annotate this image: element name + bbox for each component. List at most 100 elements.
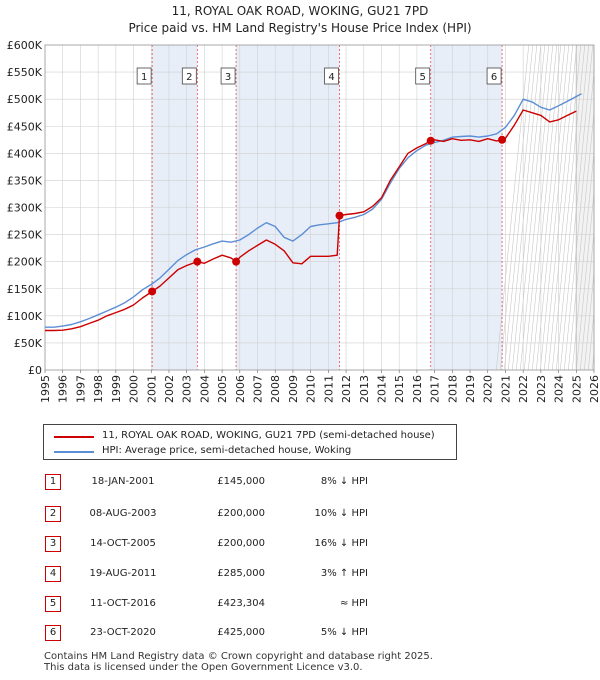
sale-point bbox=[148, 287, 157, 296]
price-chart: 11, ROYAL OAK ROAD, WOKING, GU21 7PD Pri… bbox=[7, 4, 600, 403]
sale-marker-box bbox=[220, 67, 236, 85]
x-tick-label: 2010 bbox=[305, 375, 318, 403]
table-row: 2 08-AUG-2003 £200,000 10% ↓ HPI bbox=[45, 506, 385, 524]
y-tick-label: £150K bbox=[7, 283, 43, 296]
footer-attribution: Contains HM Land Registry data © Crown c… bbox=[44, 651, 433, 673]
x-tick-label: 2000 bbox=[128, 375, 141, 403]
footer-line-2: This data is licensed under the Open Gov… bbox=[44, 662, 363, 673]
y-tick-label: £550K bbox=[7, 66, 43, 79]
sale-price: £423,304 bbox=[217, 598, 265, 609]
y-tick-label: £0 bbox=[28, 364, 42, 377]
sale-date: 11-OCT-2016 bbox=[90, 598, 156, 609]
series-line-hpi bbox=[45, 93, 582, 328]
legend-label-property: 11, ROYAL OAK ROAD, WOKING, GU21 7PD (se… bbox=[102, 430, 435, 441]
sale-hpi-comparison: 16% ↓ HPI bbox=[314, 538, 368, 549]
sale-marker-box bbox=[486, 67, 502, 85]
sale-price: £200,000 bbox=[217, 508, 265, 519]
sale-point bbox=[335, 211, 344, 220]
x-tick-label: 2001 bbox=[145, 375, 158, 403]
table-row: 3 14-OCT-2005 £200,000 16% ↓ HPI bbox=[45, 536, 385, 554]
x-tick-label: 2005 bbox=[216, 375, 229, 403]
x-tick-label: 1995 bbox=[39, 375, 52, 403]
sale-number-badge: 6 bbox=[45, 625, 61, 641]
sale-price: £145,000 bbox=[217, 476, 265, 487]
x-tick-label: 2013 bbox=[358, 375, 371, 403]
sale-date: 23-OCT-2020 bbox=[90, 627, 156, 638]
sale-marker-box bbox=[324, 67, 339, 85]
x-tick-label: 2020 bbox=[482, 375, 495, 403]
x-tick-label: 2004 bbox=[198, 375, 211, 403]
legend-line-property-icon bbox=[54, 436, 94, 438]
x-tick-label: 2014 bbox=[375, 375, 388, 403]
chart-legend: 11, ROYAL OAK ROAD, WOKING, GU21 7PD (se… bbox=[43, 424, 457, 460]
sale-price: £200,000 bbox=[217, 538, 265, 549]
table-row: 1 18-JAN-2001 £145,000 8% ↓ HPI bbox=[45, 474, 385, 492]
sale-marker-box bbox=[181, 67, 197, 85]
sale-date: 14-OCT-2005 bbox=[90, 538, 156, 549]
x-tick-label: 2002 bbox=[163, 375, 176, 403]
plot-right-mask bbox=[594, 40, 600, 375]
sale-price: £285,000 bbox=[217, 568, 265, 579]
sale-number-badge: 4 bbox=[45, 566, 61, 582]
legend-line-hpi-icon bbox=[54, 451, 94, 453]
sale-hpi-comparison: 3% ↑ HPI bbox=[320, 568, 368, 579]
y-tick-label: £100K bbox=[7, 310, 43, 323]
footer-line-1: Contains HM Land Registry data © Crown c… bbox=[44, 651, 433, 662]
y-tick-label: £250K bbox=[7, 229, 43, 242]
sale-marker-box bbox=[415, 67, 431, 85]
x-tick-label: 2021 bbox=[499, 375, 512, 403]
x-tick-label: 2025 bbox=[570, 375, 583, 403]
series-line-property bbox=[45, 109, 577, 332]
sale-date: 19-AUG-2011 bbox=[89, 568, 157, 579]
sale-hpi-comparison: ≈ HPI bbox=[339, 598, 368, 609]
table-row: 4 19-AUG-2011 £285,000 3% ↑ HPI bbox=[45, 566, 385, 584]
chart-subtitle: Price paid vs. HM Land Registry's House … bbox=[128, 21, 471, 35]
sale-marker-label: 4 bbox=[328, 72, 334, 83]
sale-hpi-comparison: 10% ↓ HPI bbox=[314, 508, 368, 519]
x-tick-label: 2018 bbox=[446, 375, 459, 403]
plot-frame bbox=[44, 44, 595, 371]
x-tick-label: 2019 bbox=[464, 375, 477, 403]
x-tick-label: 2024 bbox=[553, 375, 566, 403]
sale-hpi-comparison: 5% ↓ HPI bbox=[320, 627, 368, 638]
x-tick-label: 2026 bbox=[588, 375, 600, 403]
x-tick-label: 2023 bbox=[535, 375, 548, 403]
x-tick-label: 2011 bbox=[322, 375, 335, 403]
y-tick-label: £200K bbox=[7, 256, 43, 269]
sale-number-badge: 2 bbox=[45, 506, 61, 522]
sale-point bbox=[498, 135, 507, 144]
y-tick-label: £500K bbox=[7, 93, 43, 106]
y-tick-label: £300K bbox=[7, 202, 43, 215]
sale-marker-label: 2 bbox=[186, 72, 192, 83]
y-tick-label: £400K bbox=[7, 147, 43, 160]
x-tick-label: 1996 bbox=[57, 375, 70, 403]
sale-marker-label: 3 bbox=[225, 72, 231, 83]
sale-price: £425,000 bbox=[217, 627, 265, 638]
sale-number-badge: 5 bbox=[45, 596, 61, 612]
x-tick-label: 1998 bbox=[92, 375, 105, 403]
y-tick-label: £50K bbox=[14, 337, 43, 350]
sale-marker-label: 6 bbox=[491, 72, 497, 83]
sale-marker-box bbox=[136, 67, 152, 85]
x-tick-label: 2012 bbox=[340, 375, 353, 403]
x-tick-label: 2022 bbox=[517, 375, 530, 403]
sale-number-badge: 1 bbox=[45, 474, 61, 490]
x-tick-label: 2009 bbox=[287, 375, 300, 403]
sale-point bbox=[232, 257, 241, 266]
sale-date: 08-AUG-2003 bbox=[89, 508, 157, 519]
table-row: 6 23-OCT-2020 £425,000 5% ↓ HPI bbox=[45, 625, 385, 643]
y-tick-label: £600K bbox=[7, 39, 43, 52]
sale-hpi-comparison: 8% ↓ HPI bbox=[320, 476, 368, 487]
sale-point bbox=[193, 257, 202, 266]
y-tick-label: £450K bbox=[7, 120, 43, 133]
x-tick-label: 2007 bbox=[252, 375, 265, 403]
x-tick-label: 2003 bbox=[181, 375, 194, 403]
sale-date: 18-JAN-2001 bbox=[91, 476, 155, 487]
x-tick-label: 2008 bbox=[269, 375, 282, 403]
sale-point bbox=[426, 136, 435, 145]
sale-marker-label: 5 bbox=[420, 72, 426, 83]
table-row: 5 11-OCT-2016 £423,304 ≈ HPI bbox=[45, 596, 385, 614]
x-tick-label: 2006 bbox=[234, 375, 247, 403]
x-tick-label: 2015 bbox=[393, 375, 406, 403]
x-tick-label: 2017 bbox=[429, 375, 442, 403]
